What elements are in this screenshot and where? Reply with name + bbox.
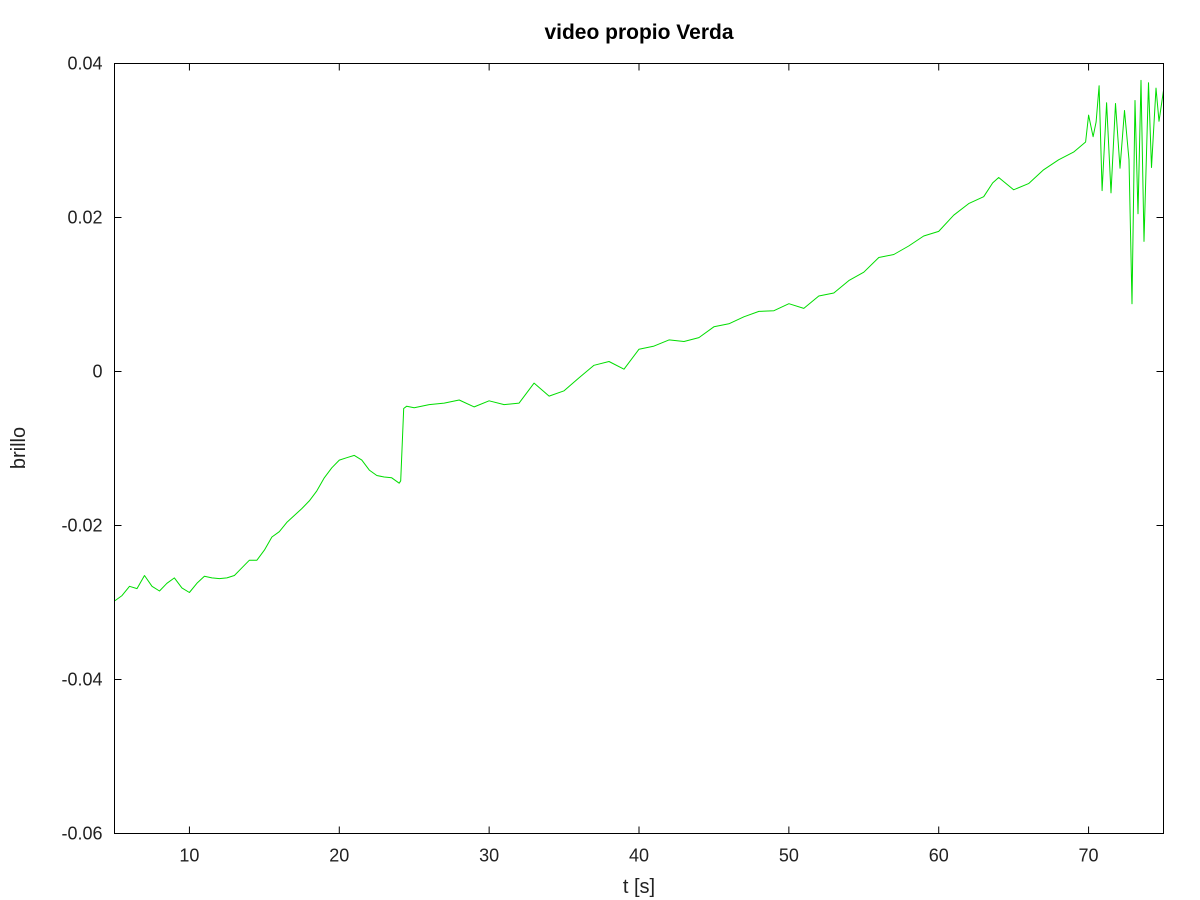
chart-title: video propio Verda [544, 21, 733, 44]
x-tick-label: 60 [929, 846, 949, 866]
x-axis: 10 20 30 40 50 60 70 [179, 63, 1099, 866]
x-tick-label: 20 [329, 846, 349, 866]
y-axis-label: brillo [8, 427, 30, 469]
y-tick-label: -0.04 [61, 670, 102, 690]
y-tick-label: 0.02 [67, 208, 102, 228]
x-tick-label: 70 [1079, 846, 1099, 866]
x-tick-label: 40 [629, 846, 649, 866]
y-tick-label: -0.02 [61, 516, 102, 536]
plot-frame [114, 63, 1164, 834]
series-line [114, 79, 1164, 602]
y-tick-label: 0.04 [67, 54, 102, 74]
x-tick-label: 10 [179, 846, 199, 866]
x-tick-label: 50 [779, 846, 799, 866]
plot-area [114, 79, 1164, 602]
x-axis-label: t [s] [623, 876, 655, 898]
y-tick-label: 0 [92, 362, 102, 382]
y-axis: -0.06 -0.04 -0.02 0 0.02 0.04 [61, 54, 1164, 844]
x-tick-label: 30 [479, 846, 499, 866]
y-tick-label: -0.06 [61, 824, 102, 844]
